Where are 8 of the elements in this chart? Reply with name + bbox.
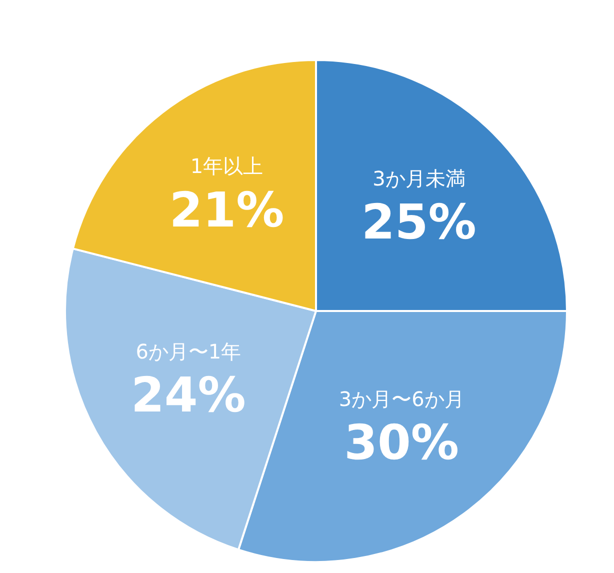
data-label: 21% — [169, 182, 284, 238]
data-label: 25% — [361, 194, 476, 251]
slice-label: 3か月〜6か月 — [338, 386, 464, 411]
slice-label: 3か月未満 — [372, 166, 466, 190]
data-label: 24% — [130, 368, 246, 424]
slice-label: 6か月〜1年 — [136, 339, 242, 364]
slice-label: 1年以上 — [190, 154, 264, 178]
data-label: 30% — [344, 415, 460, 472]
